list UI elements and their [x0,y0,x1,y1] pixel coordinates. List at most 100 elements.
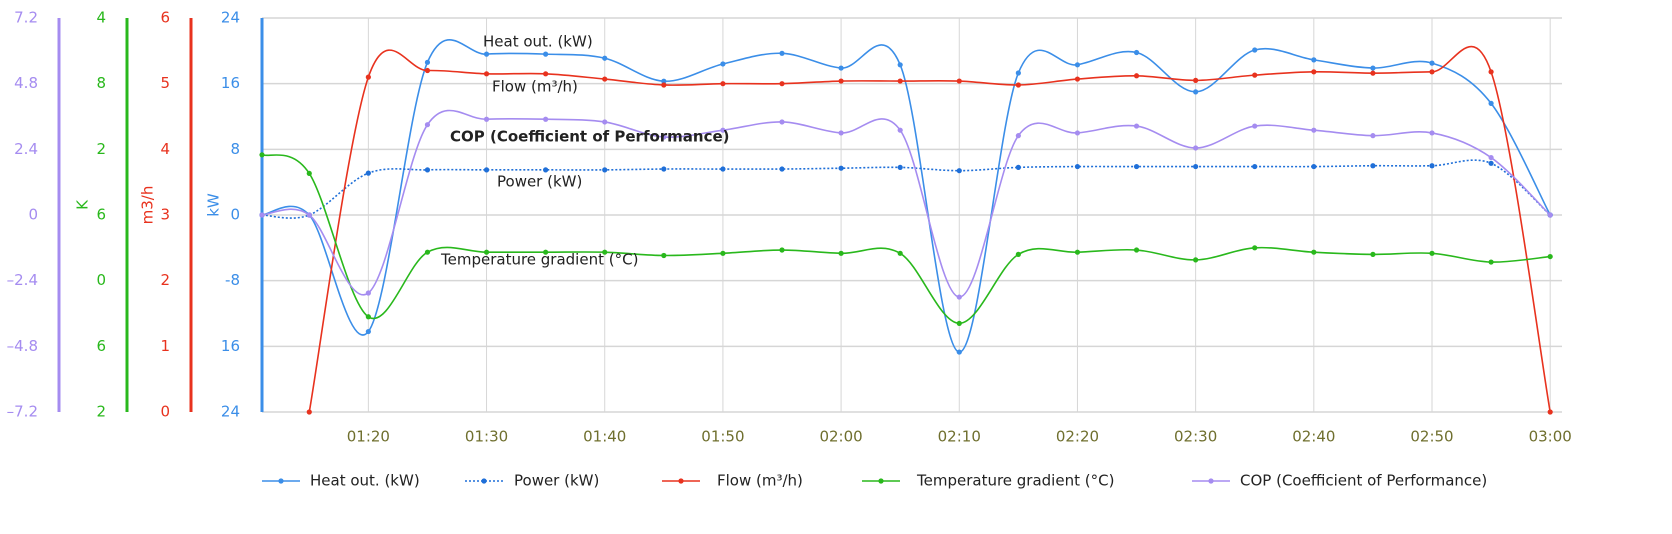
data-point [720,61,726,67]
y-tick-label: 5 [160,74,170,92]
series-label: Flow (m³/h) [492,78,578,96]
data-point [483,249,490,255]
y-axis-title: K [74,199,92,210]
data-point [1488,259,1494,265]
x-tick-label: 02:20 [1056,428,1099,446]
data-point [1015,82,1021,88]
data-point [1547,212,1553,218]
data-point [424,67,431,74]
data-point [424,122,431,128]
data-point [365,314,371,320]
data-point [1429,69,1435,75]
data-point [956,78,962,84]
data-point [1015,70,1021,76]
data-point [720,127,726,133]
y-tick-label: 4.8 [14,74,38,92]
data-point [1547,409,1553,415]
data-point [259,152,265,158]
data-point [1429,60,1435,66]
data-point [1429,163,1435,169]
y-tick-label: –7.2 [7,403,38,421]
data-point [424,249,431,255]
data-point [602,76,608,82]
series-line [261,154,1551,325]
data-point [602,119,608,125]
data-point [1311,69,1317,75]
data-point [424,59,431,65]
y-tick-label: –2.4 [7,271,38,289]
data-point [543,116,549,122]
data-point [1133,247,1140,253]
data-point [1370,70,1376,76]
y-tick-label: 1 [160,337,170,355]
series-label: COP (Coefficient of Performance) [450,128,730,146]
x-tick-label: 02:30 [1174,428,1217,446]
data-point [483,71,490,77]
data-point [661,134,667,140]
y-tick-label: 0 [160,403,170,421]
data-point [838,78,844,84]
x-tick-label: 01:40 [583,428,626,446]
data-point [661,78,667,84]
data-point [1193,163,1199,170]
data-point [720,81,726,87]
data-point [1311,249,1317,255]
data-point [1370,163,1376,169]
y-tick-label: -8 [225,271,240,289]
y-tick-label: 4 [96,9,106,27]
legend-label: Heat out. (kW) [310,472,420,490]
legend-marker [481,478,487,484]
data-point [1252,123,1258,129]
data-point [1015,251,1021,257]
data-point [1488,160,1494,166]
legend-label: COP (Coefficient of Performance) [1240,472,1487,490]
legend-item: COP (Coefficient of Performance) [1192,472,1487,490]
data-point [1074,249,1081,255]
data-point [1133,123,1140,129]
data-point [956,168,962,174]
data-point [424,167,431,173]
data-point [779,166,785,172]
x-tick-label: 02:00 [819,428,862,446]
legend-label: Power (kW) [514,472,599,490]
y-axis-title: kW [205,193,223,217]
y-tick-label: 0 [96,271,106,289]
data-point [1015,133,1021,139]
x-tick-label: 01:30 [465,428,508,446]
y-tick-label: 16 [221,337,240,355]
y-tick-label: 0 [230,206,240,224]
data-point [1133,163,1140,170]
legend-item: Flow (m³/h) [662,472,803,490]
y-tick-label: 7.2 [14,9,38,27]
data-point [483,116,490,122]
data-point [897,127,903,133]
data-point [1370,65,1376,71]
data-point [1252,245,1258,251]
data-point [1252,47,1258,53]
y-tick-label: 24 [221,9,240,27]
data-point [1133,73,1140,79]
data-point [543,71,549,77]
series-line [308,45,1551,413]
data-point [1252,163,1258,170]
y-tick-label: 2 [96,403,106,421]
y-tick-label: 6 [160,9,170,27]
data-point [1488,100,1494,106]
x-tick-label: 01:50 [701,428,744,446]
data-point [838,165,844,171]
y-tick-label: 2.4 [14,140,38,158]
legend-marker [1208,478,1214,484]
y-tick-label: 6 [96,206,106,224]
data-point [1074,76,1081,82]
data-point [1133,49,1140,56]
data-point [897,78,903,84]
legend-item: Power (kW) [465,472,599,490]
data-point [779,50,785,56]
data-point [720,250,726,256]
legend-label: Flow (m³/h) [717,472,803,490]
legend-item: Heat out. (kW) [262,472,420,490]
data-point [779,247,785,253]
series-label: Temperature gradient (°C) [440,251,638,269]
y-tick-label: 2 [160,271,170,289]
data-point [1370,133,1376,139]
